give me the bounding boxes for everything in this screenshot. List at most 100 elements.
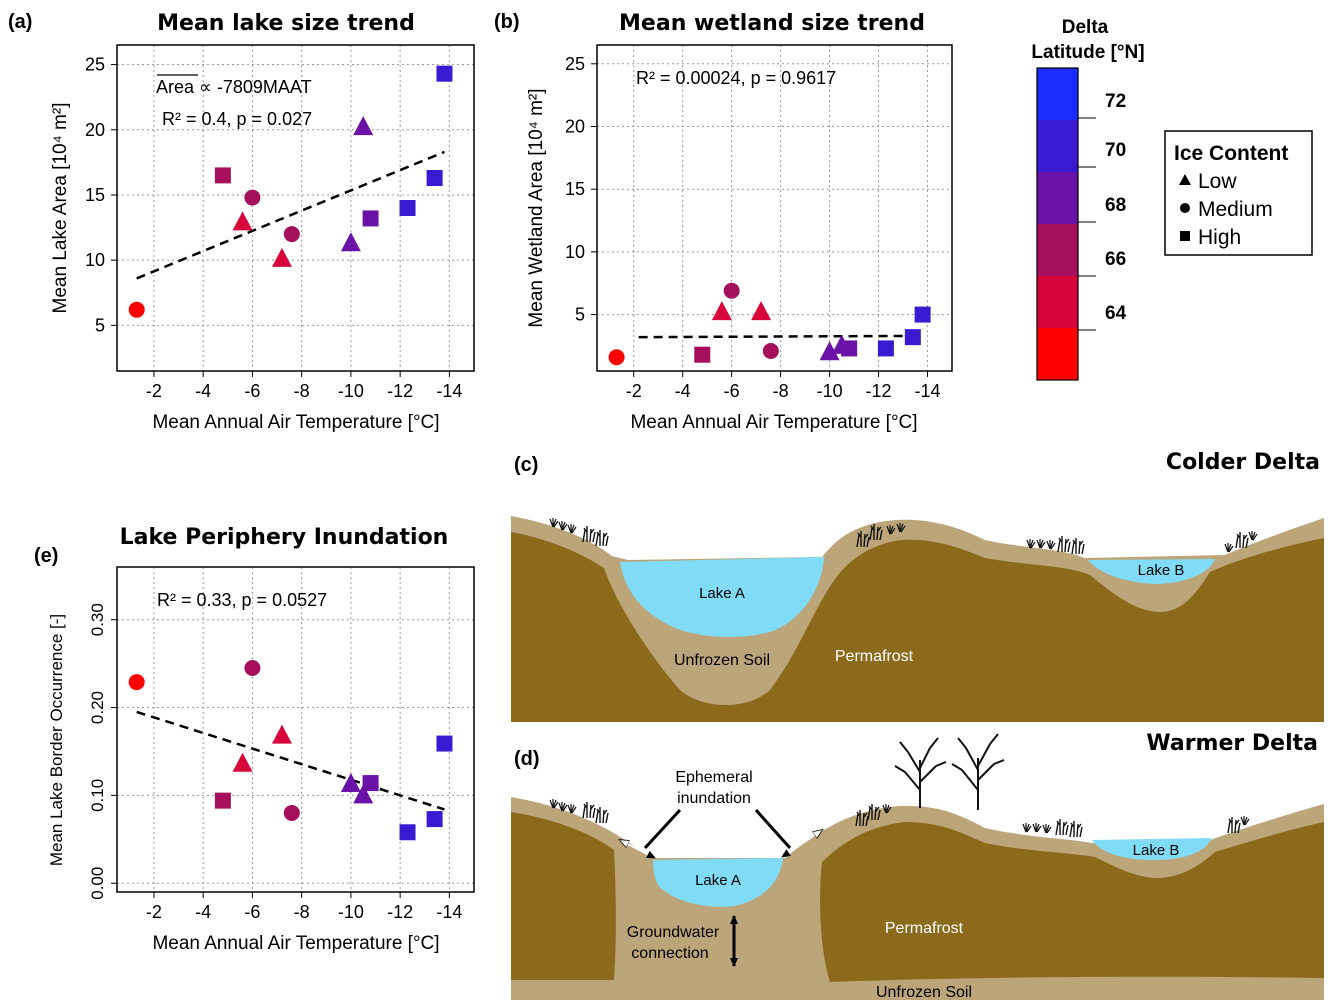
x-tick-label: -8 [294, 381, 310, 401]
x-tick-label: -14 [436, 381, 462, 401]
tree-icon [894, 733, 1005, 810]
plot-frame-a [116, 44, 475, 372]
x-axis-label-b: Mean Annual Air Temperature [°C] [630, 412, 917, 433]
lake-b-label-d: Lake B [1133, 842, 1180, 859]
ice-legend-low: Low [1198, 170, 1237, 193]
y-tick-label: 5 [95, 315, 105, 335]
permafrost-label-d: Permafrost [885, 920, 964, 937]
x-tick-label: -2 [146, 902, 162, 922]
y-tick-label: 0.30 [88, 603, 107, 636]
data-point-triangle [353, 784, 374, 804]
panel-label-a: (a) [8, 11, 32, 33]
lake-b-label-c: Lake B [1138, 562, 1185, 579]
lake-a-label-d: Lake A [695, 872, 741, 889]
colorbar-segment [1037, 328, 1078, 381]
data-point-square [877, 340, 894, 357]
colorbar-segment [1037, 224, 1078, 277]
data-point-triangle [340, 772, 361, 792]
axis-ticks-b: -2 -4 -6 -8 -10 -12 -14 5 10 15 20 25 [565, 54, 941, 401]
annotation-e-r2: R² = 0.33, p = 0.0527 [157, 590, 327, 610]
data-point-circle [244, 189, 261, 206]
lake-b-d [1092, 838, 1212, 860]
ice-legend-title: Ice Content [1174, 142, 1288, 165]
chart-title-b: Mean wetland size trend [619, 11, 925, 36]
data-point-circle [762, 342, 779, 359]
data-point-triangle [751, 301, 772, 321]
colorbar-segment [1037, 276, 1078, 329]
square-icon [1180, 231, 1190, 241]
grid-b [597, 45, 952, 371]
groundwater-label-2: connection [631, 945, 708, 962]
data-point-square [694, 346, 711, 363]
annotation-b-r2: R² = 0.00024, p = 0.9617 [636, 68, 836, 88]
trend-line [136, 150, 445, 280]
data-point-square [214, 167, 231, 184]
groundwater-label-1: Groundwater [627, 924, 720, 941]
x-tick-label: -4 [675, 381, 691, 401]
lat-legend-title-2: Latitude [°N] [1031, 42, 1144, 63]
data-point-triangle [232, 752, 253, 772]
y-tick-label: 10 [85, 250, 105, 270]
trend-line [638, 334, 918, 339]
points-b [608, 282, 931, 366]
panel-label-d: (d) [514, 748, 540, 770]
x-tick-label: -8 [294, 902, 310, 922]
x-tick-label: -6 [244, 381, 260, 401]
x-tick-label: -12 [866, 381, 892, 401]
panel-label-b: (b) [494, 11, 520, 33]
permafrost-d-right [820, 822, 1324, 982]
grid-e [117, 567, 474, 892]
data-point-square [399, 200, 416, 216]
axis-ticks-a: -2 -4 -6 -8 -10 -12 -14 5 10 15 20 25 [85, 55, 462, 401]
x-tick-label: -6 [724, 381, 740, 401]
y-tick-label: 20 [85, 120, 105, 140]
permafrost-label-c: Permafrost [835, 648, 914, 665]
panel-a-lake-size: (a) Mean lake size trend -2 -4 -6 -8 -10 -12-… [8, 11, 475, 433]
annotation-a-r2: R² = 0.4, p = 0.027 [162, 109, 312, 129]
points-a [128, 65, 453, 318]
data-point-triangle [271, 247, 292, 267]
circle-icon [1180, 203, 1190, 213]
latitude-colorbar [1036, 67, 1079, 381]
data-point-triangle [340, 232, 361, 252]
diagram-d-title: Warmer Delta [1146, 731, 1318, 756]
annotation-a-eq: Area ∝ -7809MAAT [156, 77, 312, 97]
annotation-a: Area ∝ -7809MAAT R² = 0.4, p = 0.027 [156, 74, 312, 129]
permafrost-d-left [511, 812, 616, 980]
colorbar-tick-label: 66 [1105, 249, 1126, 270]
data-point-square [426, 811, 443, 828]
x-tick-label: -2 [146, 381, 162, 401]
x-tick-label: -10 [338, 902, 364, 922]
data-point-circle [128, 301, 145, 318]
x-tick-label: -8 [773, 381, 789, 401]
colorbar-tick-label: 70 [1105, 140, 1126, 161]
chart-title-e: Lake Periphery Inundation [120, 525, 449, 550]
y-tick-label: 0.20 [88, 691, 107, 724]
plot-frame-e [116, 566, 475, 893]
y-tick-label: 15 [85, 185, 105, 205]
data-point-circle [608, 349, 625, 366]
data-point-square [436, 65, 453, 82]
lat-legend-title-1: Delta [1062, 17, 1109, 38]
ephemeral-arrows [620, 808, 822, 859]
panel-label-e: (e) [34, 545, 58, 567]
x-tick-label: -2 [626, 381, 642, 401]
panel-e-lake-periphery: (e) Lake Periphery Inundation -2 -4 -6 -8 -1… [34, 525, 475, 954]
x-axis-label-a: Mean Annual Air Temperature [°C] [152, 412, 439, 433]
data-point-triangle [232, 211, 253, 231]
data-point-square [362, 210, 379, 227]
data-point-square [426, 170, 443, 187]
data-point-square [362, 775, 379, 792]
chart-title-a: Mean lake size trend [157, 11, 415, 36]
colorbar-tick-label: 72 [1105, 91, 1126, 112]
lake-a-c [620, 557, 824, 637]
ice-legend-medium: Medium [1198, 198, 1273, 221]
x-tick-label: -6 [244, 902, 260, 922]
data-point-triangle [353, 116, 374, 136]
data-point-square [436, 735, 453, 752]
x-axis-label-e: Mean Annual Air Temperature [°C] [152, 933, 439, 954]
y-axis-label-a: Mean Lake Area [10⁴ m²] [50, 103, 71, 314]
ice-content-legend: Ice Content Low Medium High [1164, 130, 1313, 256]
x-tick-label: -10 [817, 381, 843, 401]
